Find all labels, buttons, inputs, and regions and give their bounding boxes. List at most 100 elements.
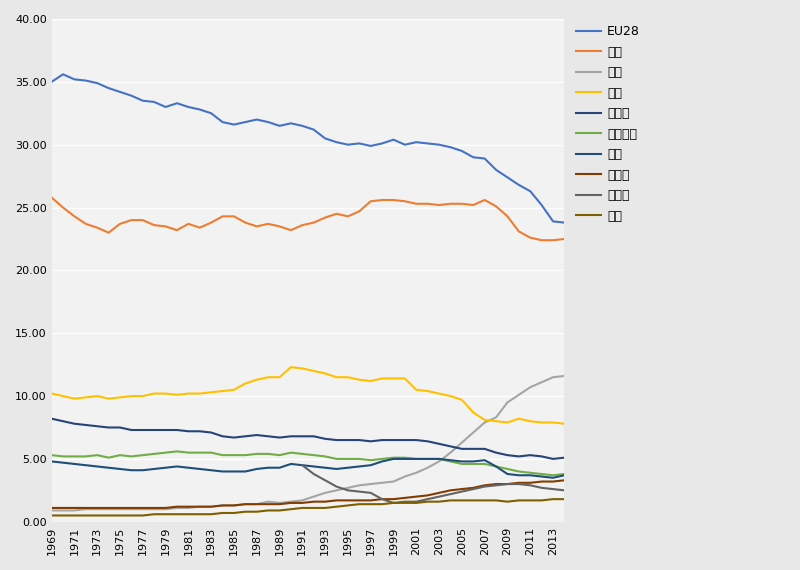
EU28 [457,148,466,154]
EU28 [548,218,558,225]
ドイツ [309,433,318,439]
EU28 [138,97,147,104]
韓国 [263,507,273,514]
英国 [434,455,444,462]
英国 [411,455,421,462]
米国 [206,219,216,226]
韓国 [81,512,90,519]
日本 [183,390,193,397]
ロシア [548,486,558,492]
EU28 [218,119,227,125]
英国 [58,459,68,466]
韓国 [274,507,284,514]
フランス [320,453,330,460]
中国 [58,507,68,514]
日本 [241,380,250,387]
EU28 [286,120,296,127]
米国 [70,213,79,220]
米国 [560,235,570,242]
ロシア [514,481,524,487]
中国 [274,499,284,506]
日本 [446,393,455,400]
米国 [161,223,170,230]
日本 [104,395,114,402]
フランス [457,461,466,467]
ドイツ [354,437,364,443]
日本 [343,374,353,381]
英国 [526,472,535,479]
ロシア [526,482,535,488]
中国 [70,507,79,514]
日本 [320,370,330,377]
韓国 [469,497,478,504]
ドイツ [491,449,501,456]
インド [514,479,524,486]
インド [560,477,570,484]
インド [320,498,330,505]
中国 [480,419,490,426]
インド [229,502,238,509]
米国 [138,217,147,223]
日本 [354,376,364,383]
インド [423,492,433,499]
英国 [218,468,227,475]
EU28 [469,154,478,161]
インド [537,478,546,485]
EU28 [332,139,342,145]
EU28 [172,100,182,107]
ドイツ [126,426,136,433]
インド [58,504,68,511]
ドイツ [150,426,159,433]
日本 [70,395,79,402]
インド [309,498,318,505]
フランス [446,458,455,465]
英国 [389,455,398,462]
韓国 [354,501,364,508]
米国 [274,223,284,230]
英国 [241,468,250,475]
韓国 [115,512,125,519]
中国 [389,478,398,485]
英国 [286,461,296,467]
インド [47,504,57,511]
韓国 [58,512,68,519]
EU28 [366,142,375,149]
フランス [195,449,205,456]
インド [354,497,364,504]
フランス [58,453,68,460]
米国 [366,198,375,205]
米国 [457,200,466,207]
ロシア [298,462,307,469]
フランス [560,471,570,478]
韓国 [206,511,216,518]
フランス [332,455,342,462]
EU28 [252,116,262,123]
米国 [92,224,102,231]
韓国 [161,511,170,518]
フランス [514,468,524,475]
フランス [81,453,90,460]
中国 [309,493,318,500]
中国 [332,487,342,494]
英国 [469,458,478,465]
ロシア [354,488,364,495]
ドイツ [434,441,444,447]
韓国 [47,512,57,519]
英国 [457,458,466,465]
インド [480,482,490,488]
英国 [274,465,284,471]
韓国 [298,504,307,511]
米国 [423,200,433,207]
中国 [150,506,159,512]
日本 [229,386,238,393]
Line: フランス: フランス [52,451,565,475]
英国 [320,465,330,471]
韓国 [411,499,421,506]
米国 [104,229,114,236]
ドイツ [206,429,216,436]
米国 [400,198,410,205]
英国 [206,467,216,474]
インド [469,484,478,491]
ドイツ [115,424,125,431]
韓国 [446,497,455,504]
